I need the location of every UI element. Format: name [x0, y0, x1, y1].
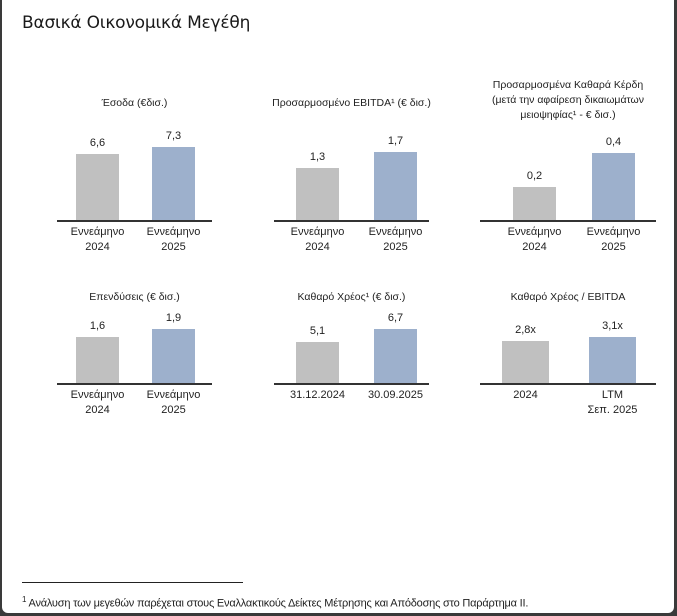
data-label: 0,4: [605, 136, 622, 149]
category-label-line: 2025: [161, 241, 186, 253]
x-axis-line: [480, 383, 656, 385]
category-label-line: 2024: [85, 404, 110, 416]
data-label: 6,7: [387, 312, 404, 325]
page-title: Βασικά Οικονομικά Μεγέθη: [22, 13, 251, 33]
bar: [513, 186, 556, 220]
chart-title-line: (μετά την αφαίρεση δικαιωμάτων: [491, 94, 644, 106]
category-label-line: Εννεάμηνο: [586, 226, 641, 238]
bar-chart: Προσαρμοσμένο EBITDA¹ (€ δισ.) 1,3 Εννεάμη…: [272, 0, 432, 430]
chart-title: Προσαρμοσμένο EBITDA¹ (€ δισ.): [254, 96, 449, 111]
category-label-line: Εννεάμηνο: [70, 226, 125, 238]
category-label: Εννεάμηνο 2024: [62, 388, 134, 418]
category-label-line: 31.12.2024: [289, 389, 346, 401]
chart-title: Προσαρμοσμένα Καθαρά Κέρδη (μετά την αφαί…: [460, 78, 676, 123]
category-label: LTM Σεπ. 2025: [577, 388, 649, 418]
category-label: Εννεάμηνο 2024: [62, 225, 134, 255]
category-label: 30.09.2025: [360, 388, 432, 403]
data-label: 1,6: [89, 320, 106, 333]
category-label-line: 2025: [601, 241, 626, 253]
chart-title-line: Καθαρό Χρέος¹ (€ δισ.): [297, 291, 406, 303]
x-axis-line: [480, 220, 656, 222]
category-label-line: 2025: [161, 404, 186, 416]
chart-title: Καθαρό Χρέος / EBITDA: [460, 290, 676, 305]
bar-chart: Καθαρό Χρέος¹ (€ δισ.) 5,1 31.12.2024 6,7 30…: [274, 0, 429, 430]
category-label-line: 2024: [513, 389, 538, 401]
footnote-divider: [22, 582, 243, 583]
bar: [502, 341, 549, 383]
category-label-line: Εννεάμηνο: [290, 226, 345, 238]
chart-title: Καθαρό Χρέος¹ (€ δισ.): [254, 290, 449, 305]
category-label: Εννεάμηνο 2025: [578, 225, 650, 255]
category-label-line: 30.09.2025: [367, 389, 424, 401]
chart-title-line: Έσοδα (€δισ.): [101, 97, 168, 109]
data-label: 5,1: [309, 325, 326, 338]
chart-title-line: μειοψηφίας¹ - € δισ.): [520, 109, 616, 121]
data-label: 3,1x: [602, 319, 623, 332]
data-label: 1,3: [309, 151, 326, 163]
footnote-text: Ανάλυση των μεγεθών παρέχεται στους Εναλ…: [28, 597, 529, 610]
bar: [296, 168, 339, 220]
category-label: Εννεάμηνο 2025: [360, 225, 432, 255]
data-label: 1,7: [387, 135, 404, 147]
bar: [592, 153, 635, 220]
data-label: 0,2: [526, 169, 543, 182]
category-label: Εννεάμηνο 2024: [282, 225, 354, 255]
data-label: 2,8x: [515, 324, 536, 337]
category-label-line: Εννεάμηνο: [70, 389, 125, 401]
chart-title-line: Επενδύσεις (€ δισ.): [89, 291, 180, 303]
category-label: 2024: [490, 388, 562, 403]
category-label-line: 2024: [85, 241, 110, 253]
category-label-line: Εννεάμηνο: [146, 226, 201, 238]
footnote-marker: 1: [22, 595, 27, 604]
bar: [589, 336, 636, 383]
category-label-line: 2024: [305, 241, 330, 253]
category-label: Εννεάμηνο 2025: [138, 388, 210, 418]
bar-chart: Καθαρό Χρέος / EBITDA 2,8x 2024 3,1x LTM Σεπ.…: [480, 0, 656, 430]
bar: [76, 337, 119, 383]
footnote: 1 Ανάλυση των μεγεθών παρέχεται στους Εν…: [22, 595, 528, 610]
x-axis-line: [274, 220, 429, 222]
bar-chart: Προσαρμοσμένα Καθαρά Κέρδη (μετά την αφαί…: [480, 0, 656, 430]
category-label: Εννεάμηνο 2024: [499, 225, 571, 255]
bar: [76, 154, 119, 220]
category-label-line: Εννεάμηνο: [507, 226, 562, 238]
bar-chart: Έσοδα (€δισ.) 6,6 Εννεάμηνο 2024 7,3 Εννεάμην…: [57, 0, 212, 430]
category-label-line: LTM: [601, 389, 624, 401]
data-label: 1,9: [165, 311, 182, 324]
category-label-line: Σεπ. 2025: [587, 404, 638, 416]
chart-title-line: Καθαρό Χρέος / EBITDA: [510, 291, 626, 303]
bar: [296, 342, 339, 383]
chart-title-line: Προσαρμοσμένα Καθαρά Κέρδη: [492, 79, 644, 91]
category-label: 31.12.2024: [282, 388, 354, 403]
category-label-line: 2024: [522, 241, 547, 253]
bar-chart: Επενδύσεις (€ δισ.) 1,6 Εννεάμηνο 2024 1,9 Εν…: [57, 0, 212, 430]
x-axis-line: [274, 383, 429, 385]
category-label-line: Εννεάμηνο: [146, 389, 201, 401]
bar: [152, 328, 195, 383]
chart-title: Επενδύσεις (€ δισ.): [37, 290, 232, 305]
bar: [374, 152, 417, 220]
chart-title: Έσοδα (€δισ.): [37, 96, 232, 111]
data-label: 7,3: [165, 130, 182, 142]
category-label-line: Εννεάμηνο: [368, 226, 423, 238]
x-axis-line: [57, 220, 212, 222]
chart-title-line: Προσαρμοσμένο EBITDA¹ (€ δισ.): [272, 97, 431, 109]
bar: [374, 329, 417, 383]
data-label: 6,6: [89, 137, 106, 149]
x-axis-line: [57, 383, 212, 385]
bar: [152, 147, 195, 220]
category-label-line: 2025: [383, 241, 408, 253]
category-label: Εννεάμηνο 2025: [138, 225, 210, 255]
